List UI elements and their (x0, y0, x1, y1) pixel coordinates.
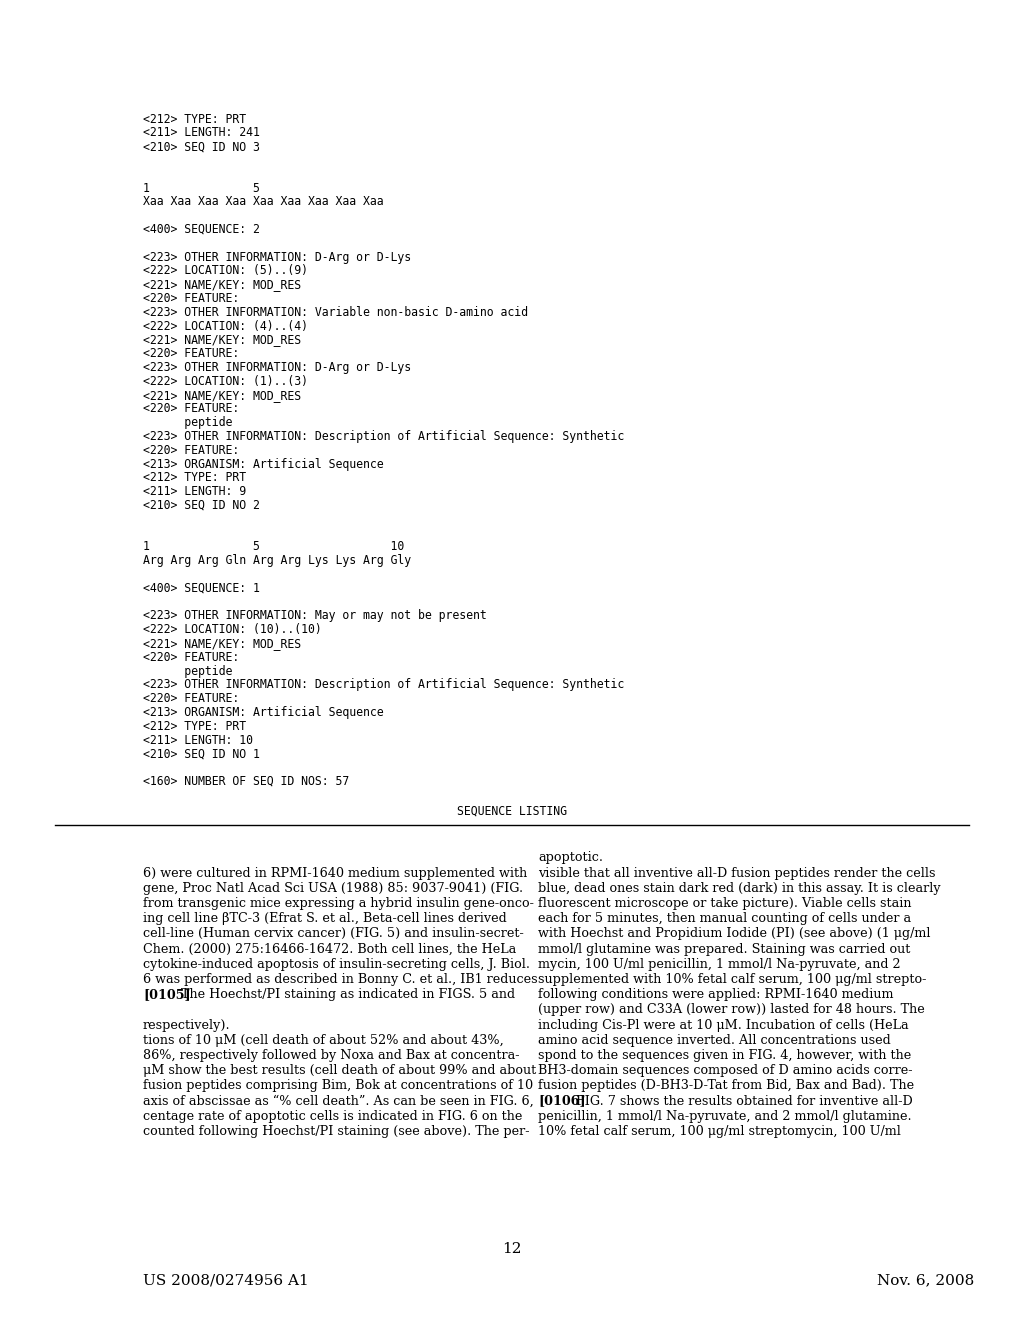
Text: SEQUENCE LISTING: SEQUENCE LISTING (457, 805, 567, 818)
Text: with Hoechst and Propidium Iodide (PI) (see above) (1 μg/ml: with Hoechst and Propidium Iodide (PI) (… (538, 928, 931, 940)
Text: amino acid sequence inverted. All concentrations used: amino acid sequence inverted. All concen… (538, 1034, 891, 1047)
Text: <400> SEQUENCE: 1: <400> SEQUENCE: 1 (143, 582, 260, 595)
Text: <210> SEQ ID NO 3: <210> SEQ ID NO 3 (143, 140, 260, 153)
Text: Xaa Xaa Xaa Xaa Xaa Xaa Xaa Xaa Xaa: Xaa Xaa Xaa Xaa Xaa Xaa Xaa Xaa Xaa (143, 195, 384, 209)
Text: apoptotic.: apoptotic. (538, 851, 603, 865)
Text: BH3-domain sequences composed of D amino acids corre-: BH3-domain sequences composed of D amino… (538, 1064, 912, 1077)
Text: ing cell line βTC-3 (Efrat S. et al., Beta-cell lines derived: ing cell line βTC-3 (Efrat S. et al., Be… (143, 912, 507, 925)
Text: counted following Hoechst/PI staining (see above). The per-: counted following Hoechst/PI staining (s… (143, 1125, 529, 1138)
Text: Arg Arg Arg Gln Arg Arg Lys Lys Arg Gly: Arg Arg Arg Gln Arg Arg Lys Lys Arg Gly (143, 554, 411, 568)
Text: cytokine-induced apoptosis of insulin-secreting cells, J. Biol.: cytokine-induced apoptosis of insulin-se… (143, 958, 530, 970)
Text: tions of 10 μM (cell death of about 52% and about 43%,: tions of 10 μM (cell death of about 52% … (143, 1034, 504, 1047)
Text: <220> FEATURE:: <220> FEATURE: (143, 292, 240, 305)
Text: <223> OTHER INFORMATION: Description of Artificial Sequence: Synthetic: <223> OTHER INFORMATION: Description of … (143, 678, 625, 692)
Text: <213> ORGANISM: Artificial Sequence: <213> ORGANISM: Artificial Sequence (143, 706, 384, 719)
Text: <211> LENGTH: 241: <211> LENGTH: 241 (143, 127, 260, 140)
Text: <221> NAME/KEY: MOD_RES: <221> NAME/KEY: MOD_RES (143, 334, 301, 346)
Text: 86%, respectively followed by Noxa and Bax at concentra-: 86%, respectively followed by Noxa and B… (143, 1049, 519, 1063)
Text: gene, Proc Natl Acad Sci USA (1988) 85: 9037-9041) (FIG.: gene, Proc Natl Acad Sci USA (1988) 85: … (143, 882, 523, 895)
Text: <220> FEATURE:: <220> FEATURE: (143, 347, 240, 360)
Text: cell-line (Human cervix cancer) (FIG. 5) and insulin-secret-: cell-line (Human cervix cancer) (FIG. 5)… (143, 928, 523, 940)
Text: <223> OTHER INFORMATION: May or may not be present: <223> OTHER INFORMATION: May or may not … (143, 610, 486, 623)
Text: <212> TYPE: PRT: <212> TYPE: PRT (143, 112, 246, 125)
Text: <221> NAME/KEY: MOD_RES: <221> NAME/KEY: MOD_RES (143, 638, 301, 649)
Text: <222> LOCATION: (10)..(10): <222> LOCATION: (10)..(10) (143, 623, 322, 636)
Text: fusion peptides comprising Bim, Bok at concentrations of 10: fusion peptides comprising Bim, Bok at c… (143, 1080, 534, 1093)
Text: <223> OTHER INFORMATION: D-Arg or D-Lys: <223> OTHER INFORMATION: D-Arg or D-Lys (143, 360, 411, 374)
Text: FIG. 7 shows the results obtained for inventive all-D: FIG. 7 shows the results obtained for in… (577, 1094, 913, 1107)
Text: peptide: peptide (143, 664, 232, 677)
Text: [0105]: [0105] (143, 989, 190, 1001)
Text: The Hoechst/PI staining as indicated in FIGS. 5 and: The Hoechst/PI staining as indicated in … (181, 989, 515, 1001)
Text: μM show the best results (cell death of about 99% and about: μM show the best results (cell death of … (143, 1064, 537, 1077)
Text: <210> SEQ ID NO 2: <210> SEQ ID NO 2 (143, 499, 260, 512)
Text: Nov. 6, 2008: Nov. 6, 2008 (877, 1272, 974, 1287)
Text: including Cis-Pl were at 10 μM. Incubation of cells (HeLa: including Cis-Pl were at 10 μM. Incubati… (538, 1019, 908, 1032)
Text: <222> LOCATION: (4)..(4): <222> LOCATION: (4)..(4) (143, 319, 308, 333)
Text: visible that all inventive all-D fusion peptides render the cells: visible that all inventive all-D fusion … (538, 867, 936, 879)
Text: from transgenic mice expressing a hybrid insulin gene-onco-: from transgenic mice expressing a hybrid… (143, 898, 534, 909)
Text: <213> ORGANISM: Artificial Sequence: <213> ORGANISM: Artificial Sequence (143, 458, 384, 471)
Text: 6) were cultured in RPMI-1640 medium supplemented with: 6) were cultured in RPMI-1640 medium sup… (143, 867, 527, 879)
Text: mycin, 100 U/ml penicillin, 1 mmol/l Na-pyruvate, and 2: mycin, 100 U/ml penicillin, 1 mmol/l Na-… (538, 958, 901, 970)
Text: axis of abscissae as “% cell death”. As can be seen in FIG. 6,: axis of abscissae as “% cell death”. As … (143, 1094, 534, 1107)
Text: <223> OTHER INFORMATION: Description of Artificial Sequence: Synthetic: <223> OTHER INFORMATION: Description of … (143, 430, 625, 444)
Text: <211> LENGTH: 10: <211> LENGTH: 10 (143, 734, 253, 747)
Text: supplemented with 10% fetal calf serum, 100 μg/ml strepto-: supplemented with 10% fetal calf serum, … (538, 973, 927, 986)
Text: 12: 12 (502, 1242, 522, 1257)
Text: spond to the sequences given in FIG. 4, however, with the: spond to the sequences given in FIG. 4, … (538, 1049, 911, 1063)
Text: penicillin, 1 mmol/l Na-pyruvate, and 2 mmol/l glutamine.: penicillin, 1 mmol/l Na-pyruvate, and 2 … (538, 1110, 911, 1123)
Text: respectively).: respectively). (143, 1019, 230, 1032)
Text: <212> TYPE: PRT: <212> TYPE: PRT (143, 719, 246, 733)
Text: <220> FEATURE:: <220> FEATURE: (143, 444, 240, 457)
Text: <400> SEQUENCE: 2: <400> SEQUENCE: 2 (143, 223, 260, 236)
Text: <220> FEATURE:: <220> FEATURE: (143, 403, 240, 416)
Text: <210> SEQ ID NO 1: <210> SEQ ID NO 1 (143, 747, 260, 760)
Text: <223> OTHER INFORMATION: Variable non-basic D-amino acid: <223> OTHER INFORMATION: Variable non-ba… (143, 306, 528, 319)
Text: 6 was performed as described in Bonny C. et al., IB1 reduces: 6 was performed as described in Bonny C.… (143, 973, 538, 986)
Text: (upper row) and C33A (lower row)) lasted for 48 hours. The: (upper row) and C33A (lower row)) lasted… (538, 1003, 925, 1016)
Text: <222> LOCATION: (1)..(3): <222> LOCATION: (1)..(3) (143, 375, 308, 388)
Text: fluorescent microscope or take picture). Viable cells stain: fluorescent microscope or take picture).… (538, 898, 911, 909)
Text: 1               5                   10: 1 5 10 (143, 540, 404, 553)
Text: <220> FEATURE:: <220> FEATURE: (143, 651, 240, 664)
Text: centage rate of apoptotic cells is indicated in FIG. 6 on the: centage rate of apoptotic cells is indic… (143, 1110, 522, 1123)
Text: mmol/l glutamine was prepared. Staining was carried out: mmol/l glutamine was prepared. Staining … (538, 942, 910, 956)
Text: Chem. (2000) 275:16466-16472. Both cell lines, the HeLa: Chem. (2000) 275:16466-16472. Both cell … (143, 942, 516, 956)
Text: <221> NAME/KEY: MOD_RES: <221> NAME/KEY: MOD_RES (143, 279, 301, 292)
Text: blue, dead ones stain dark red (dark) in this assay. It is clearly: blue, dead ones stain dark red (dark) in… (538, 882, 941, 895)
Text: <160> NUMBER OF SEQ ID NOS: 57: <160> NUMBER OF SEQ ID NOS: 57 (143, 775, 349, 788)
Text: <221> NAME/KEY: MOD_RES: <221> NAME/KEY: MOD_RES (143, 388, 301, 401)
Text: [0106]: [0106] (538, 1094, 586, 1107)
Text: 10% fetal calf serum, 100 μg/ml streptomycin, 100 U/ml: 10% fetal calf serum, 100 μg/ml streptom… (538, 1125, 901, 1138)
Text: <222> LOCATION: (5)..(9): <222> LOCATION: (5)..(9) (143, 264, 308, 277)
Text: following conditions were applied: RPMI-1640 medium: following conditions were applied: RPMI-… (538, 989, 894, 1001)
Text: 1               5: 1 5 (143, 182, 260, 194)
Text: fusion peptides (D-BH3-D-Tat from Bid, Bax and Bad). The: fusion peptides (D-BH3-D-Tat from Bid, B… (538, 1080, 914, 1093)
Text: <223> OTHER INFORMATION: D-Arg or D-Lys: <223> OTHER INFORMATION: D-Arg or D-Lys (143, 251, 411, 264)
Text: <211> LENGTH: 9: <211> LENGTH: 9 (143, 486, 246, 498)
Text: <220> FEATURE:: <220> FEATURE: (143, 692, 240, 705)
Text: peptide: peptide (143, 416, 232, 429)
Text: US 2008/0274956 A1: US 2008/0274956 A1 (143, 1272, 309, 1287)
Text: <212> TYPE: PRT: <212> TYPE: PRT (143, 471, 246, 484)
Text: each for 5 minutes, then manual counting of cells under a: each for 5 minutes, then manual counting… (538, 912, 911, 925)
